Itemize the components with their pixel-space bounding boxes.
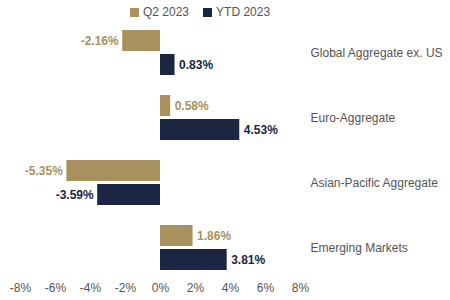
svg-text:-3.59%: -3.59% — [56, 188, 94, 202]
svg-text:0.83%: 0.83% — [179, 58, 213, 72]
svg-text:Emerging Markets: Emerging Markets — [311, 241, 408, 255]
svg-text:2%: 2% — [187, 281, 205, 295]
svg-text:6%: 6% — [257, 281, 275, 295]
svg-text:-4%: -4% — [80, 281, 102, 295]
svg-text:4.53%: 4.53% — [244, 123, 278, 137]
svg-text:0.58%: 0.58% — [175, 99, 209, 113]
svg-text:Asian-Pacific Aggregate: Asian-Pacific Aggregate — [311, 176, 439, 190]
svg-text:Global Aggregate ex. US: Global Aggregate ex. US — [311, 46, 443, 60]
svg-text:-2.16%: -2.16% — [81, 34, 119, 48]
svg-text:Euro-Aggregate: Euro-Aggregate — [311, 111, 396, 125]
html-text:Q2 2023: Q2 2023 — [143, 5, 189, 19]
html-text:YTD 2023: YTD 2023 — [216, 5, 271, 19]
svg-text:-5.35%: -5.35% — [25, 164, 63, 178]
svg-text:0%: 0% — [152, 281, 170, 295]
svg-text:-8%: -8% — [10, 281, 32, 295]
svg-text:8%: 8% — [292, 281, 310, 295]
svg-text:1.86%: 1.86% — [197, 229, 231, 243]
svg-text:3.81%: 3.81% — [231, 253, 265, 267]
svg-text:-2%: -2% — [115, 281, 137, 295]
svg-text:4%: 4% — [222, 281, 240, 295]
svg-text:-6%: -6% — [45, 281, 67, 295]
